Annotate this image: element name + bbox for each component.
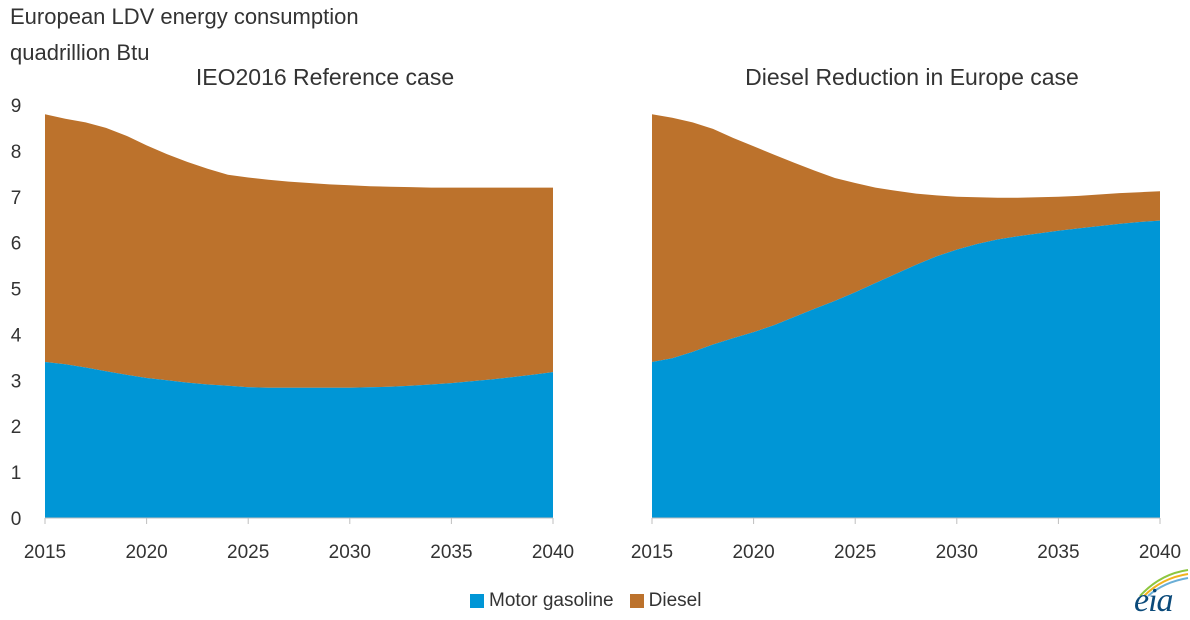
legend-swatch-diesel [629,594,644,608]
x-tick-label-2035-panel-2: 2035 [1037,542,1079,563]
legend-item-motor-gasoline: Motor gasoline [470,590,614,612]
x-tick-label-2025-panel-2: 2025 [834,542,876,563]
y-tick-label-5: 5 [11,280,22,301]
chart-subtitle: quadrillion Btu [10,40,150,65]
x-tick-label-2040-panel-1: 2040 [532,542,574,563]
panel-title-1: IEO2016 Reference case [196,64,454,90]
legend-label-diesel: Diesel [648,590,702,611]
legend-swatch-motor-gasoline [470,594,484,608]
x-tick-label-2015-panel-1: 2015 [24,542,66,563]
y-tick-label-9: 9 [11,96,22,117]
x-tick-label-2030-panel-1: 2030 [329,542,371,563]
y-tick-label-3: 3 [11,371,22,392]
x-tick-label-2040-panel-2: 2040 [1139,542,1181,563]
y-tick-label-2: 2 [11,417,22,438]
area-diesel-panel-1 [45,114,553,388]
chart-legend: Motor gasoline Diesel [470,590,717,612]
y-tick-label-0: 0 [11,509,22,530]
y-tick-label-1: 1 [11,463,22,484]
chart-canvas: 0 1 2 3 4 5 6 7 8 9 2015 2020 2025 2030 2035 2040 IEO201… [11,64,1181,563]
panel-title-2: Diesel Reduction in Europe case [745,64,1079,90]
area-motor-gasoline-panel-2 [652,220,1160,518]
x-tick-label-2025-panel-1: 2025 [227,542,269,563]
x-tick-label-2015-panel-2: 2015 [631,542,673,563]
eia-logo-text: eia [1134,582,1174,619]
area-motor-gasoline-panel-1 [45,362,553,518]
y-tick-label-6: 6 [11,234,22,255]
legend-item-diesel: Diesel [629,590,702,612]
area-diesel-panel-2 [652,114,1160,362]
x-tick-label-2030-panel-2: 2030 [936,542,978,563]
eia-logo: eia [1132,568,1190,619]
x-tick-label-2020-panel-1: 2020 [125,542,167,563]
legend-label-motor-gasoline: Motor gasoline [489,590,614,611]
eia-logo-swoosh-icon [1139,569,1189,597]
x-tick-label-2035-panel-1: 2035 [430,542,472,563]
x-tick-label-2020-panel-2: 2020 [732,542,774,563]
y-tick-label-4: 4 [11,325,22,346]
chart-title: European LDV energy consumption [10,4,359,29]
y-tick-label-7: 7 [11,188,22,209]
y-tick-label-8: 8 [11,142,22,163]
